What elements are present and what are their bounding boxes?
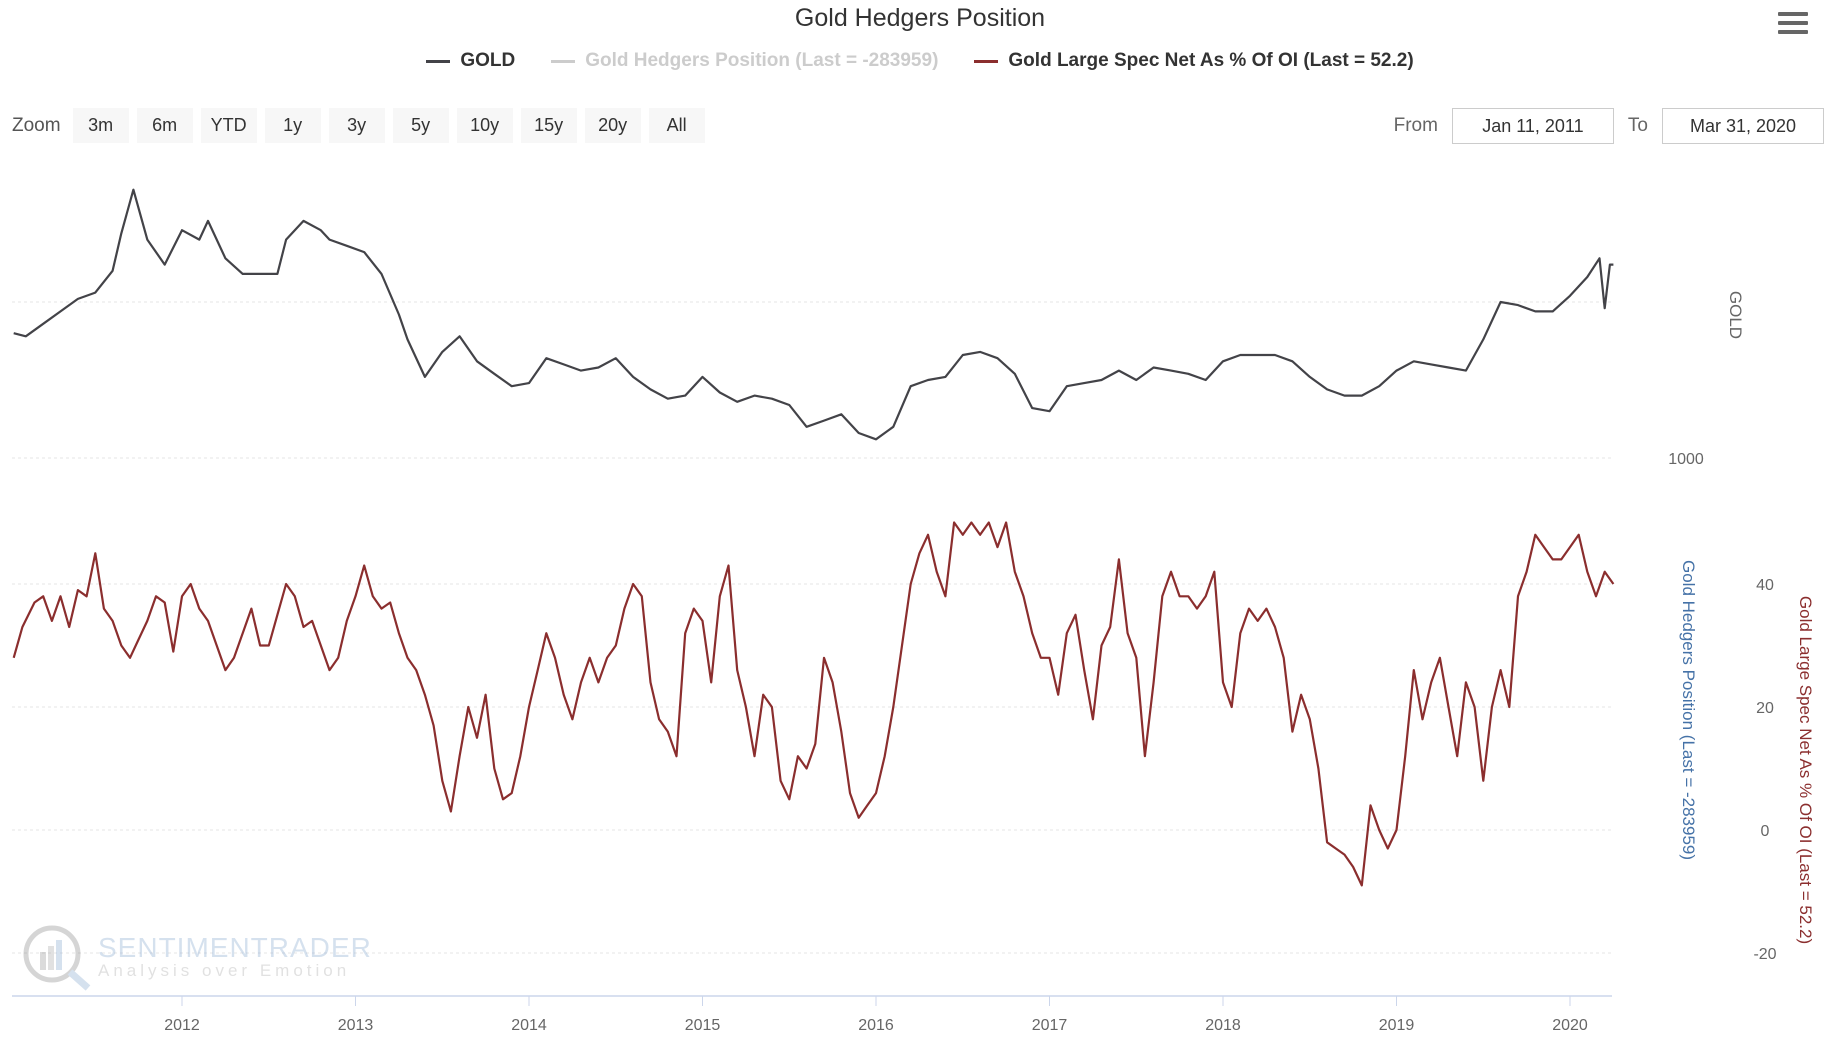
spec-series-line (12, 521, 1615, 887)
zoom-6m-button[interactable]: 6m (136, 108, 193, 143)
spec-axis-tick-label: 40 (1756, 577, 1774, 594)
sentimentrader-logo-icon (23, 925, 91, 991)
x-axis-tick-label: 2012 (164, 1017, 200, 1034)
legend-label-large-spec: Gold Large Spec Net As % Of OI (Last = 5… (1008, 50, 1414, 71)
to-label: To (1627, 115, 1648, 136)
to-date-input[interactable]: Mar 31, 2020 (1662, 108, 1824, 144)
gold-axis-title: GOLD (1726, 291, 1745, 339)
zoom-20y-button[interactable]: 20y (584, 108, 641, 143)
zoom-label: Zoom (12, 114, 61, 136)
hamburger-menu-icon[interactable] (1778, 12, 1808, 38)
x-axis-tick-label: 2017 (1032, 1017, 1068, 1034)
x-axis-tick-label: 2019 (1379, 1017, 1415, 1034)
legend-swatch-hedgers (551, 59, 576, 63)
x-axis-tick-label: 2014 (511, 1017, 547, 1034)
chart-title: Gold Hedgers Position (794, 4, 1046, 32)
zoom-bar: Zoom 3m 6m YTD 1y 3y 5y 10y 15y 20y All (12, 108, 705, 143)
from-label: From (1393, 115, 1438, 136)
legend-item-hedgers[interactable]: Gold Hedgers Position (Last = -283959) (551, 50, 938, 72)
watermark: SENTIMENTRADER Analysis over Emotion (18, 922, 372, 992)
gold-series-line (13, 188, 1614, 441)
x-axis-tick-label: 2018 (1205, 1017, 1241, 1034)
legend-item-gold[interactable]: GOLD (426, 50, 515, 72)
zoom-3y-button[interactable]: 3y (328, 108, 385, 143)
watermark-brand: SENTIMENTRADER (98, 932, 372, 963)
legend-item-large-spec[interactable]: Gold Large Spec Net As % Of OI (Last = 5… (974, 50, 1414, 72)
legend-label-gold: GOLD (460, 50, 516, 71)
spec-axis-tick-label: 0 (1761, 823, 1770, 840)
zoom-ytd-button[interactable]: YTD (200, 108, 257, 143)
x-axis-tick-label: 2020 (1552, 1017, 1588, 1034)
x-axis-tick-label: 2016 (858, 1017, 894, 1034)
date-range: From Jan 11, 2011 To Mar 31, 2020 (1394, 108, 1824, 144)
legend-swatch-large-spec (974, 59, 999, 63)
x-axis-tick-label: 2015 (685, 1017, 721, 1034)
hedgers-axis-title: Gold Hedgers Position (Last = -283959) (1679, 560, 1698, 860)
zoom-1y-button[interactable]: 1y (264, 108, 321, 143)
zoom-all-button[interactable]: All (648, 108, 705, 143)
spec-axis-tick-label: -20 (1753, 946, 1776, 963)
zoom-10y-button[interactable]: 10y (456, 108, 513, 143)
zoom-15y-button[interactable]: 15y (520, 108, 577, 143)
legend: GOLD Gold Hedgers Position (Last = -2839… (0, 50, 1828, 72)
watermark-tagline: Analysis over Emotion (98, 961, 351, 980)
legend-label-hedgers: Gold Hedgers Position (Last = -283959) (585, 50, 939, 71)
x-axis-tick-label: 2013 (338, 1017, 374, 1034)
zoom-3m-button[interactable]: 3m (72, 108, 129, 143)
zoom-5y-button[interactable]: 5y (392, 108, 449, 143)
gold-axis-tick-label: 1000 (1668, 451, 1704, 468)
legend-swatch-gold (426, 59, 451, 63)
spec-axis-title: Gold Large Spec Net As % Of OI (Last = 5… (1796, 596, 1815, 944)
from-date-input[interactable]: Jan 11, 2011 (1451, 108, 1614, 144)
spec-axis-tick-label: 20 (1756, 700, 1774, 717)
